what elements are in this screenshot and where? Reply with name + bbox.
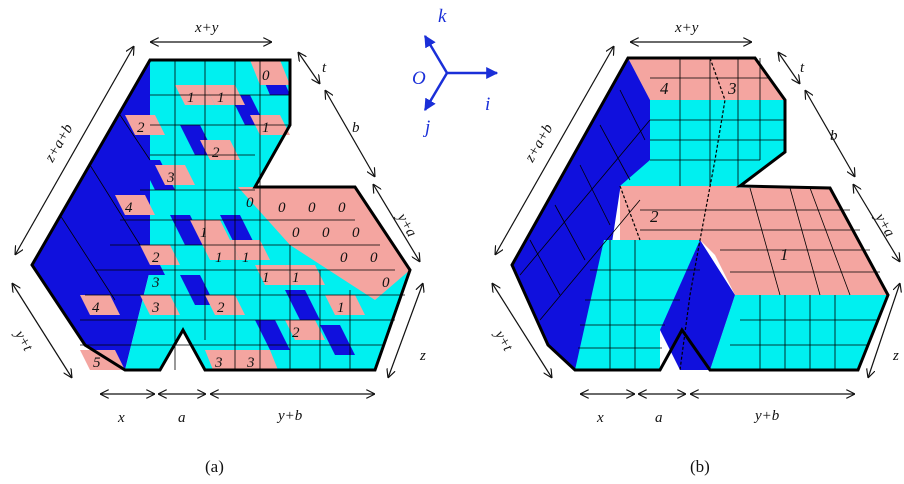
number-label: 2 bbox=[292, 325, 300, 341]
panel-b-caption: (b) bbox=[690, 457, 710, 476]
number-label: 2 bbox=[137, 120, 145, 136]
label-y-plus-b: y+b bbox=[276, 408, 303, 424]
label-x: x bbox=[596, 410, 604, 426]
number-label: 1 bbox=[200, 225, 208, 241]
number-label: 4 bbox=[125, 200, 133, 216]
panel-a-dimension-arrows bbox=[12, 42, 423, 394]
number-label: 0 bbox=[278, 200, 286, 216]
panel-b-upper-front bbox=[620, 100, 785, 186]
panel-b-dimension-arrows bbox=[492, 42, 900, 394]
part-label-1: 1 bbox=[780, 245, 789, 264]
axis-label-i: i bbox=[485, 94, 490, 115]
panel-b-left-top bbox=[620, 186, 740, 240]
label-z-plus-a-plus-b: z+a+b bbox=[522, 121, 557, 166]
number-label: 0 bbox=[308, 200, 316, 216]
number-label: 1 bbox=[262, 120, 270, 136]
axis-j bbox=[423, 72, 449, 112]
label-b: b bbox=[830, 128, 838, 144]
number-label: 1 bbox=[187, 90, 195, 106]
label-y-plus-b: y+b bbox=[753, 408, 780, 424]
panel-b-lower-front-left bbox=[575, 240, 700, 370]
panel-a-outline bbox=[30, 58, 412, 372]
axis-label-k: k bbox=[438, 6, 447, 27]
label-y-plus-a: y+a bbox=[871, 209, 898, 240]
number-label: 1 bbox=[337, 300, 345, 316]
number-label: 1 bbox=[292, 270, 300, 286]
part-label-2: 2 bbox=[650, 207, 659, 226]
number-label: 0 bbox=[246, 195, 254, 211]
axis-k bbox=[423, 34, 449, 74]
part-label-4: 4 bbox=[660, 79, 669, 98]
number-label: 0 bbox=[292, 225, 300, 241]
number-label: 3 bbox=[246, 355, 255, 371]
number-label: 1 bbox=[262, 270, 270, 286]
number-label: 3 bbox=[151, 275, 160, 291]
number-label: 1 bbox=[217, 90, 225, 106]
axis-label-j: j bbox=[422, 117, 430, 138]
number-label: 3 bbox=[151, 300, 160, 316]
label-x: x bbox=[117, 410, 125, 426]
panel-a: 0 1 1 1 2 2 3 4 0 0 0 0 0 0 0 1 0 0 1 1 … bbox=[10, 20, 426, 476]
label-t: t bbox=[800, 60, 805, 76]
number-label: 3 bbox=[214, 355, 223, 371]
label-y-plus-t: y+t bbox=[490, 326, 516, 355]
number-label: 5 bbox=[93, 355, 101, 371]
label-b: b bbox=[352, 120, 360, 136]
label-z: z bbox=[419, 348, 426, 364]
number-label: 2 bbox=[217, 300, 225, 316]
number-label: 0 bbox=[352, 225, 360, 241]
label-y-plus-t: y+t bbox=[10, 326, 36, 355]
number-label: 0 bbox=[370, 250, 378, 266]
label-x-plus-y: x+y bbox=[674, 20, 699, 36]
panel-b: 4 3 2 1 x+y t b y+a z y+b a x y+t z+a+b bbox=[490, 20, 900, 476]
label-a: a bbox=[178, 410, 186, 426]
part-label-3: 3 bbox=[727, 79, 737, 98]
panel-b-lower-front-right bbox=[710, 295, 888, 370]
panel-a-top-region bbox=[238, 187, 410, 300]
panel-b-upper-top bbox=[628, 58, 785, 100]
number-label: 2 bbox=[212, 145, 220, 161]
number-label: 3 bbox=[166, 170, 175, 186]
panel-a-tiling bbox=[30, 58, 412, 372]
number-label: 1 bbox=[242, 250, 250, 266]
number-label: 4 bbox=[92, 300, 100, 316]
axis-label-o: O bbox=[412, 68, 426, 89]
number-label: 0 bbox=[338, 200, 346, 216]
number-label: 0 bbox=[382, 275, 390, 291]
number-label: 1 bbox=[215, 250, 223, 266]
label-z: z bbox=[892, 348, 899, 364]
label-t: t bbox=[322, 60, 327, 76]
axes-diagram: k O i j bbox=[412, 6, 499, 138]
panel-a-caption: (a) bbox=[205, 457, 224, 476]
number-label: 0 bbox=[322, 225, 330, 241]
label-x-plus-y: x+y bbox=[194, 20, 219, 36]
panel-b-outline bbox=[510, 56, 890, 372]
panel-b-dashed-separators bbox=[619, 57, 726, 371]
label-y-plus-a: y+a bbox=[393, 209, 420, 240]
number-label: 0 bbox=[262, 68, 270, 84]
label-a: a bbox=[655, 410, 663, 426]
number-label: 0 bbox=[340, 250, 348, 266]
label-z-plus-a-plus-b: z+a+b bbox=[42, 121, 77, 166]
number-label: 2 bbox=[152, 250, 160, 266]
